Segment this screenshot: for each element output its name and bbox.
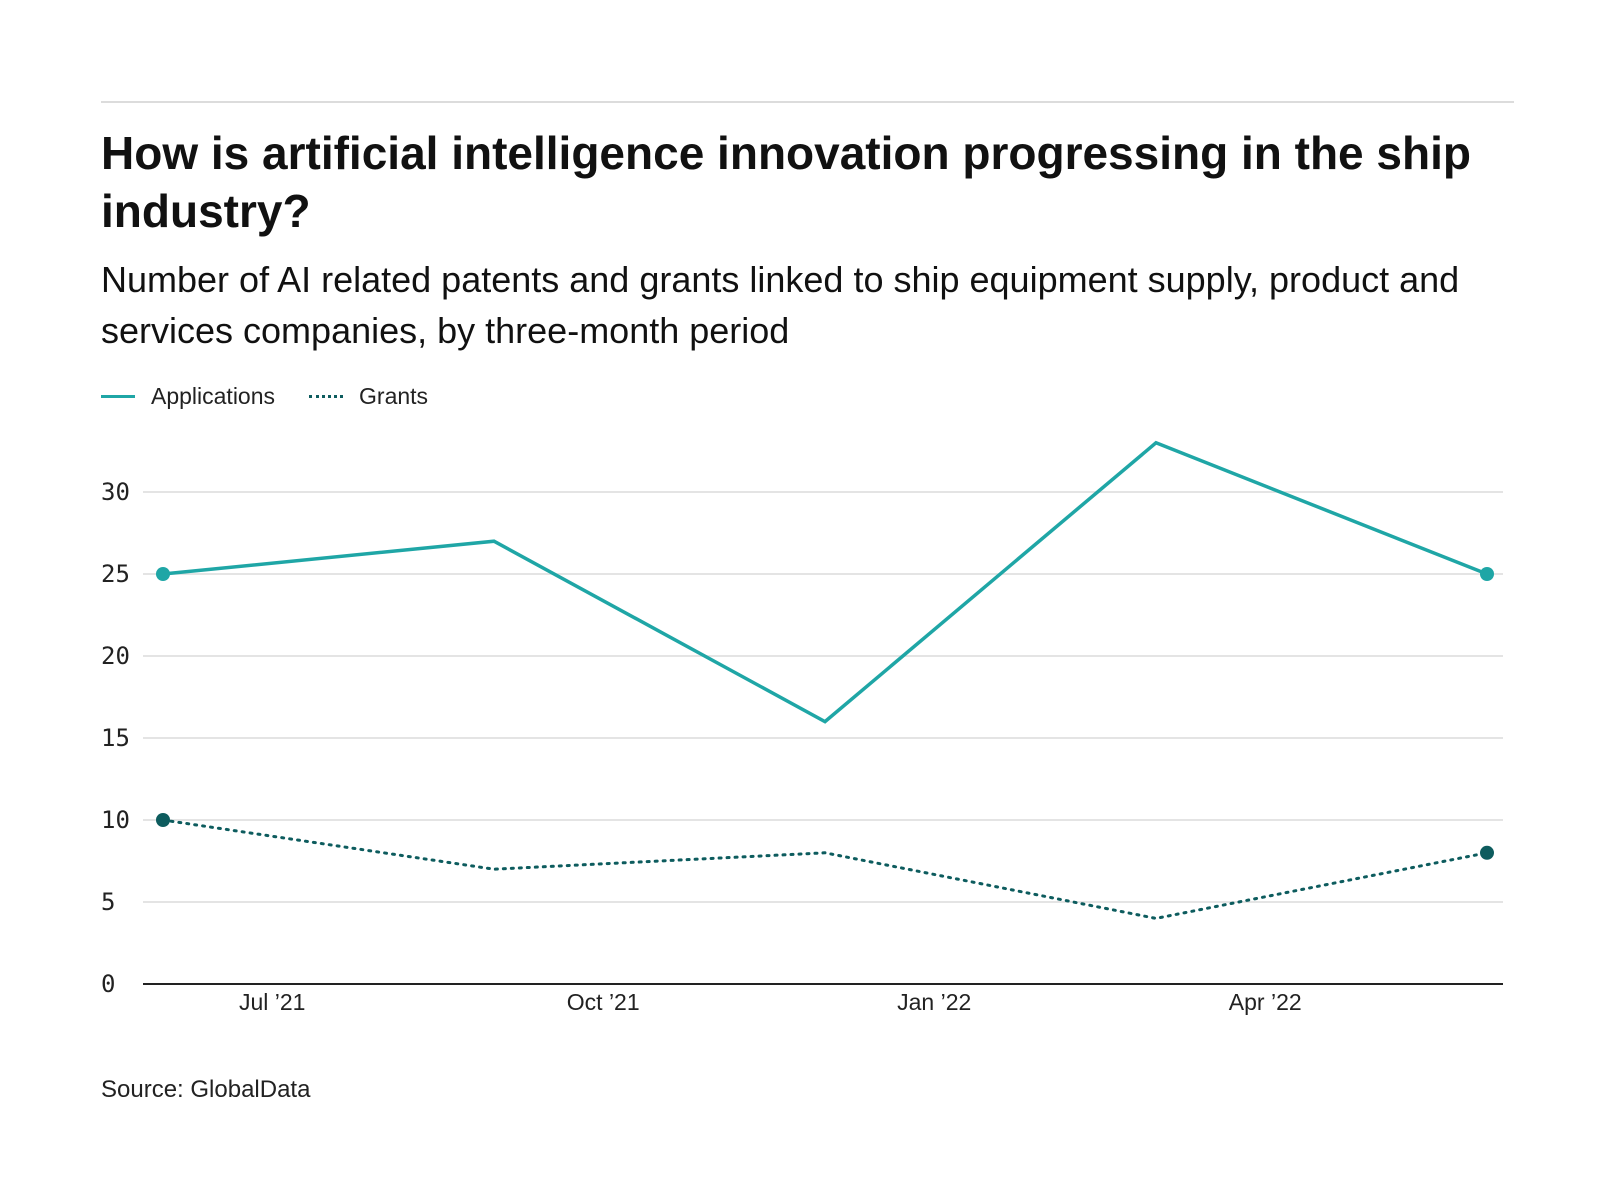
legend-item-applications: Applications bbox=[101, 383, 275, 410]
legend-label-applications: Applications bbox=[151, 382, 276, 409]
x-tick-label: Jul ’21 bbox=[239, 989, 305, 1015]
source-note: Source: GlobalData bbox=[101, 1076, 311, 1103]
y-tick-label: 30 bbox=[101, 478, 130, 506]
chart-subtitle: Number of AI related patents and grants … bbox=[101, 259, 1460, 351]
y-tick-label: 10 bbox=[101, 806, 130, 834]
x-tick-label: Oct ’21 bbox=[567, 989, 640, 1015]
legend-item-grants: Grants bbox=[309, 383, 428, 410]
y-tick-label: 0 bbox=[101, 970, 115, 998]
y-tick-label: 5 bbox=[101, 888, 115, 916]
legend: Applications Grants bbox=[101, 380, 462, 412]
x-tick-label: Jan ’22 bbox=[897, 989, 971, 1015]
data-point-grants bbox=[156, 813, 170, 827]
x-tick-label: Apr ’22 bbox=[1229, 989, 1302, 1015]
y-tick-label: 15 bbox=[101, 724, 130, 752]
top-divider bbox=[101, 101, 1514, 103]
y-tick-label: 25 bbox=[101, 560, 130, 588]
line-chart: 0 5 10 15 20 25 30 Jul ’21 Oct ’21 Jan ’22 Apr ’22 bbox=[101, 440, 1503, 1015]
series-line-applications bbox=[162, 440, 1488, 724]
legend-label-grants: Grants bbox=[359, 382, 429, 409]
legend-swatch-grants bbox=[309, 394, 344, 398]
chart-title: How is artificial intelligence innovatio… bbox=[101, 127, 1471, 237]
data-point-applications bbox=[1480, 567, 1494, 581]
legend-swatch-applications bbox=[101, 394, 135, 398]
data-point-applications bbox=[156, 567, 170, 581]
data-point-grants bbox=[1480, 845, 1494, 860]
y-tick-label: 20 bbox=[101, 642, 130, 670]
series-line-grants bbox=[161, 818, 1489, 920]
